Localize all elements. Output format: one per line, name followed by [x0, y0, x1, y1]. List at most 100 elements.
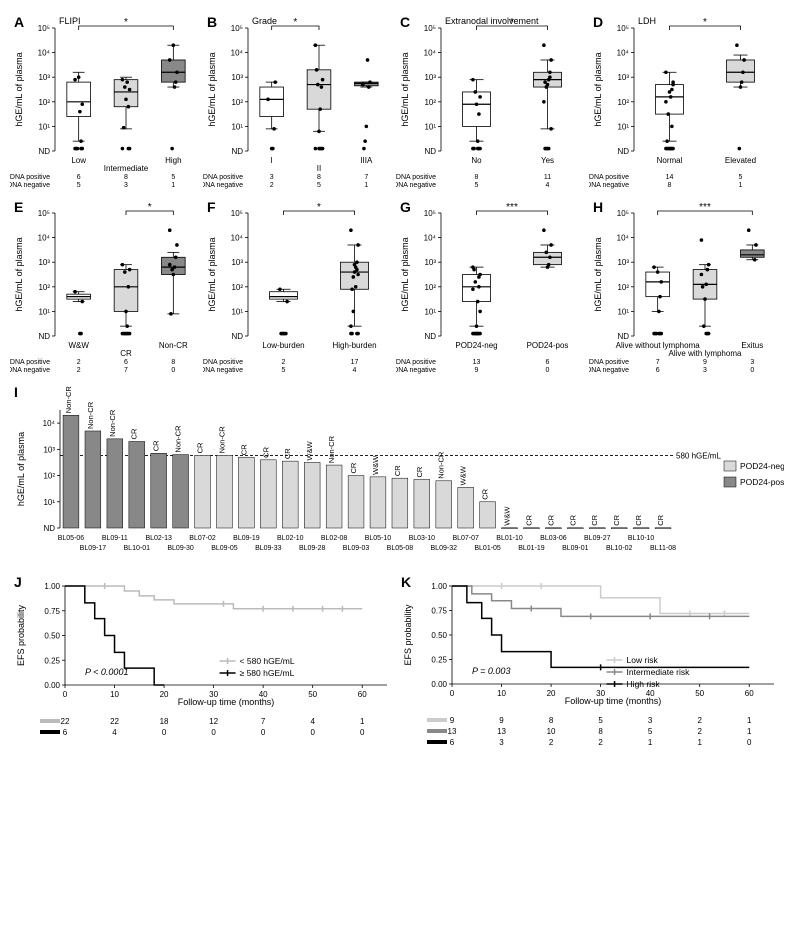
svg-text:0: 0	[450, 689, 455, 698]
svg-text:580 hGE/mL: 580 hGE/mL	[676, 452, 721, 461]
svg-text:6: 6	[77, 174, 81, 181]
svg-text:6: 6	[546, 359, 550, 366]
svg-text:14: 14	[666, 174, 674, 181]
svg-text:No: No	[471, 156, 482, 165]
svg-text:5: 5	[171, 174, 175, 181]
svg-text:ctDNA negative: ctDNA negative	[10, 367, 50, 374]
svg-text:6: 6	[124, 359, 128, 366]
svg-text:ND: ND	[231, 147, 243, 156]
svg-text:10: 10	[497, 689, 506, 698]
svg-text:0: 0	[261, 728, 266, 737]
svg-text:BL02-10: BL02-10	[277, 535, 304, 542]
svg-text:POD24-pos: POD24-pos	[740, 477, 784, 487]
svg-text:0.75: 0.75	[431, 607, 447, 616]
svg-text:22: 22	[110, 717, 119, 726]
svg-text:8: 8	[475, 174, 479, 181]
svg-text:10⁴: 10⁴	[617, 234, 630, 243]
svg-text:BL09-33: BL09-33	[255, 545, 282, 552]
svg-text:ND: ND	[43, 524, 55, 533]
svg-text:10⁵: 10⁵	[424, 24, 436, 33]
svg-text:High risk: High risk	[627, 679, 661, 689]
svg-text:10³: 10³	[231, 73, 243, 82]
svg-text:10⁴: 10⁴	[38, 234, 51, 243]
svg-text:10²: 10²	[424, 98, 436, 107]
svg-text:2: 2	[697, 716, 702, 725]
svg-text:POD24-neg: POD24-neg	[455, 341, 497, 350]
svg-text:10¹: 10¹	[617, 307, 629, 316]
svg-text:10²: 10²	[617, 98, 629, 107]
svg-text:5: 5	[282, 367, 286, 374]
svg-text:2: 2	[697, 727, 702, 736]
svg-text:***: ***	[506, 202, 518, 213]
svg-text:10⁴: 10⁴	[231, 49, 244, 58]
svg-text:8: 8	[668, 182, 672, 189]
svg-text:BL09-30: BL09-30	[167, 545, 194, 552]
svg-text:Yes: Yes	[541, 156, 554, 165]
svg-text:Non-CR: Non-CR	[217, 426, 226, 454]
svg-text:10¹: 10¹	[231, 122, 243, 131]
svg-text:BL09-03: BL09-03	[343, 545, 370, 552]
svg-text:BL09-19: BL09-19	[233, 535, 260, 542]
svg-text:7: 7	[656, 359, 660, 366]
svg-text:Non-CR: Non-CR	[86, 401, 95, 429]
svg-text:W&W: W&W	[459, 465, 468, 485]
svg-text:3: 3	[270, 174, 274, 181]
svg-text:10⁵: 10⁵	[38, 24, 50, 33]
svg-text:10¹: 10¹	[43, 498, 55, 507]
svg-text:Follow-up time (months): Follow-up time (months)	[565, 696, 662, 706]
svg-text:0: 0	[171, 367, 175, 374]
svg-text:8: 8	[317, 174, 321, 181]
svg-text:High: High	[165, 156, 181, 165]
svg-text:5: 5	[317, 182, 321, 189]
svg-text:12: 12	[209, 717, 218, 726]
svg-text:I: I	[271, 156, 273, 165]
svg-text:BL02-08: BL02-08	[321, 535, 348, 542]
svg-text:BL03-06: BL03-06	[540, 535, 567, 542]
svg-text:BL05-10: BL05-10	[365, 535, 392, 542]
svg-text:10⁴: 10⁴	[424, 49, 437, 58]
svg-text:3: 3	[499, 738, 504, 747]
svg-text:CR: CR	[656, 514, 665, 525]
svg-text:2: 2	[598, 738, 603, 747]
svg-text:CR: CR	[196, 442, 205, 453]
svg-text:10³: 10³	[43, 445, 55, 454]
svg-text:CR: CR	[393, 465, 402, 476]
svg-text:0: 0	[63, 690, 68, 699]
svg-text:7: 7	[124, 367, 128, 374]
svg-text:10⁴: 10⁴	[231, 234, 244, 243]
svg-text:ctDNA negative: ctDNA negative	[396, 182, 436, 189]
svg-text:IIIA: IIIA	[360, 156, 373, 165]
svg-text:10²: 10²	[43, 472, 55, 481]
svg-text:9: 9	[450, 716, 455, 725]
svg-text:*: *	[293, 17, 297, 28]
svg-text:ND: ND	[617, 332, 629, 341]
svg-text:FLIPI: FLIPI	[59, 16, 81, 26]
svg-text:10¹: 10¹	[617, 122, 629, 131]
svg-text:1: 1	[697, 738, 702, 747]
svg-text:BL07-02: BL07-02	[189, 535, 216, 542]
svg-text:0: 0	[546, 367, 550, 374]
svg-text:10³: 10³	[617, 73, 629, 82]
svg-text:0: 0	[211, 728, 216, 737]
svg-text:Low-burden: Low-burden	[262, 341, 304, 350]
svg-text:hGE/mL of plasma: hGE/mL of plasma	[16, 432, 26, 506]
svg-text:ctDNA negative: ctDNA negative	[203, 182, 243, 189]
svg-text:0.50: 0.50	[431, 631, 447, 640]
svg-text:BL07-07: BL07-07	[452, 535, 479, 542]
svg-text:II: II	[317, 164, 321, 173]
svg-text:W&W: W&W	[503, 506, 512, 526]
svg-text:BL09-28: BL09-28	[299, 545, 326, 552]
svg-text:CR: CR	[546, 514, 555, 525]
panels-row-1: AND10¹10²10³10⁴10⁵hGE/mL of plasmaFLIPI*…	[10, 10, 784, 195]
svg-text:4: 4	[112, 728, 117, 737]
svg-text:10³: 10³	[38, 73, 50, 82]
svg-text:Intermediate: Intermediate	[104, 164, 149, 173]
svg-text:9: 9	[703, 359, 707, 366]
svg-text:CR: CR	[481, 488, 490, 499]
svg-text:W&W: W&W	[371, 455, 380, 475]
svg-text:0.75: 0.75	[44, 607, 60, 616]
svg-text:BL10-02: BL10-02	[606, 545, 633, 552]
svg-text:10³: 10³	[231, 258, 243, 267]
svg-text:5: 5	[739, 174, 743, 181]
svg-text:Non-CR: Non-CR	[174, 425, 183, 453]
